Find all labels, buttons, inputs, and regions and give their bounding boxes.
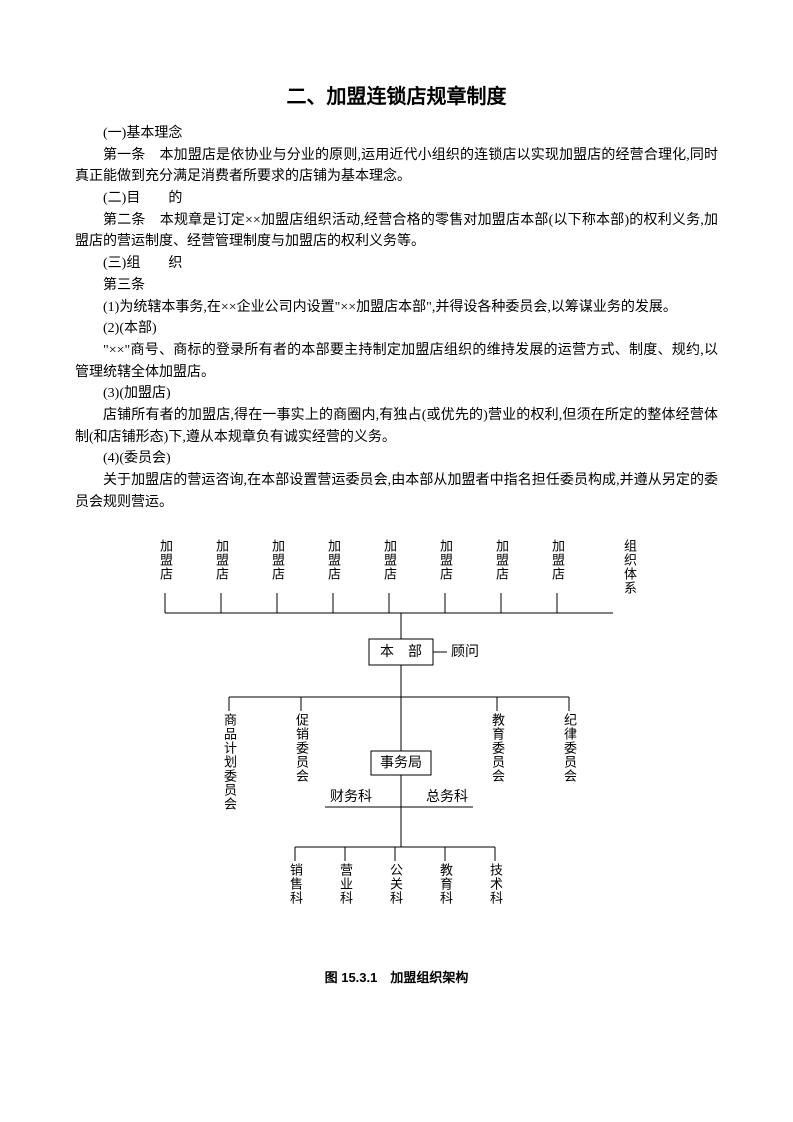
p5: (三)组 织 bbox=[75, 253, 718, 275]
svg-text:事务局: 事务局 bbox=[380, 756, 422, 772]
svg-text:顾问: 顾问 bbox=[451, 645, 479, 661]
doc-title: 二、加盟连锁店规章制度 bbox=[75, 80, 718, 109]
svg-text:总务科: 总务科 bbox=[426, 790, 468, 806]
p1: (一)基本理念 bbox=[75, 123, 718, 145]
figure-caption: 图 15.3.1 加盟组织架构 bbox=[75, 967, 718, 986]
p7: (1)为统辖本事务,在××企业公司内设置"××加盟店本部",并得设各种委员会,以… bbox=[75, 297, 718, 319]
p8: (2)(本部) bbox=[75, 318, 718, 340]
p4: 第二条 本规章是订定××加盟店组织活动,经营合格的零售对加盟店本部(以下称本部)… bbox=[75, 210, 718, 253]
p12: (4)(委员会) bbox=[75, 448, 718, 470]
svg-text:本 部: 本 部 bbox=[380, 645, 422, 661]
svg-text:财务科: 财务科 bbox=[330, 790, 372, 806]
p13: 关于加盟店的营运咨询,在本部设置营运委员会,由本部从加盟者中指名担任委员构成,并… bbox=[75, 470, 718, 513]
p3: (二)目 的 bbox=[75, 188, 718, 210]
p9: "××"商号、商标的登录所有者的本部要主持制定加盟店组织的维持发展的运营方式、制… bbox=[75, 340, 718, 383]
org-chart: 加盟店加盟店加盟店加盟店加盟店加盟店加盟店加盟店组织体系本 部顾问商品计划委员会… bbox=[117, 531, 677, 961]
p10: (3)(加盟店) bbox=[75, 383, 718, 405]
p6: 第三条 bbox=[75, 275, 718, 297]
p11: 店铺所有者的加盟店,得在一事实上的商圈内,有独占(或优先的)营业的权利,但须在所… bbox=[75, 405, 718, 448]
p2: 第一条 本加盟店是依协业与分业的原则,运用近代小组织的连锁店以实现加盟店的经营合… bbox=[75, 145, 718, 188]
